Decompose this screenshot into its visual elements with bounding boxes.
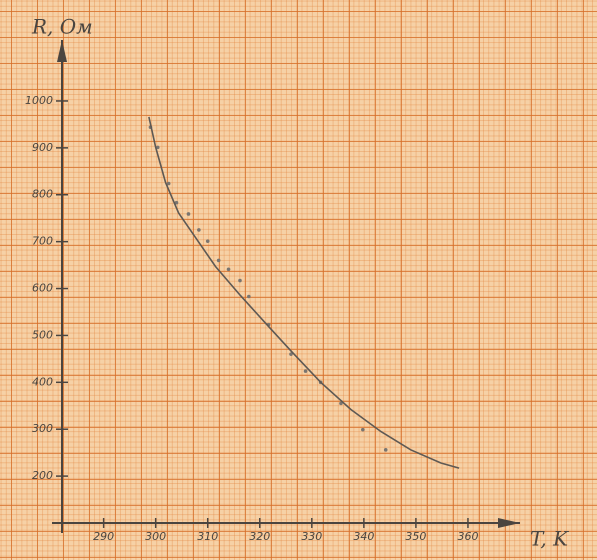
x-axis-label: T, K (530, 527, 569, 551)
x-tick-label: 310 (197, 530, 218, 543)
y-tick-label: 700 (32, 235, 53, 248)
x-tick-label: 300 (145, 530, 166, 543)
x-tick-label: 330 (301, 530, 322, 543)
data-point (289, 352, 293, 356)
y-axis-arrow (57, 40, 67, 62)
data-point (166, 181, 171, 186)
x-tick-label: 350 (405, 530, 426, 543)
y-tick-label: 900 (32, 141, 53, 154)
y-tick-label: 500 (32, 328, 53, 341)
y-tick-label: 200 (32, 469, 53, 482)
y-tick-label: 300 (32, 422, 53, 435)
x-axis-arrow (498, 518, 520, 528)
data-point (174, 200, 179, 205)
data-point (216, 258, 221, 263)
y-tick-label: 800 (32, 188, 53, 201)
data-point (186, 212, 191, 216)
y-tick-label: 400 (32, 375, 53, 388)
data-point (155, 145, 160, 150)
y-tick-label: 1000 (25, 94, 53, 107)
data-point (205, 239, 210, 243)
fit-curve (148, 116, 460, 469)
data-point (238, 278, 242, 283)
x-tick-label: 320 (249, 530, 270, 543)
data-point (226, 267, 231, 272)
x-tick-label: 360 (457, 530, 478, 543)
data-point (247, 294, 251, 299)
x-tick-label: 290 (93, 530, 114, 543)
y-tick-label: 600 (32, 282, 53, 295)
x-tick-label: 340 (353, 530, 374, 543)
data-point (303, 369, 308, 373)
y-axis-label: R, Ом (31, 15, 93, 39)
data-point (383, 448, 388, 452)
data-point (361, 427, 365, 432)
data-point (339, 401, 343, 406)
data-point (197, 228, 201, 232)
